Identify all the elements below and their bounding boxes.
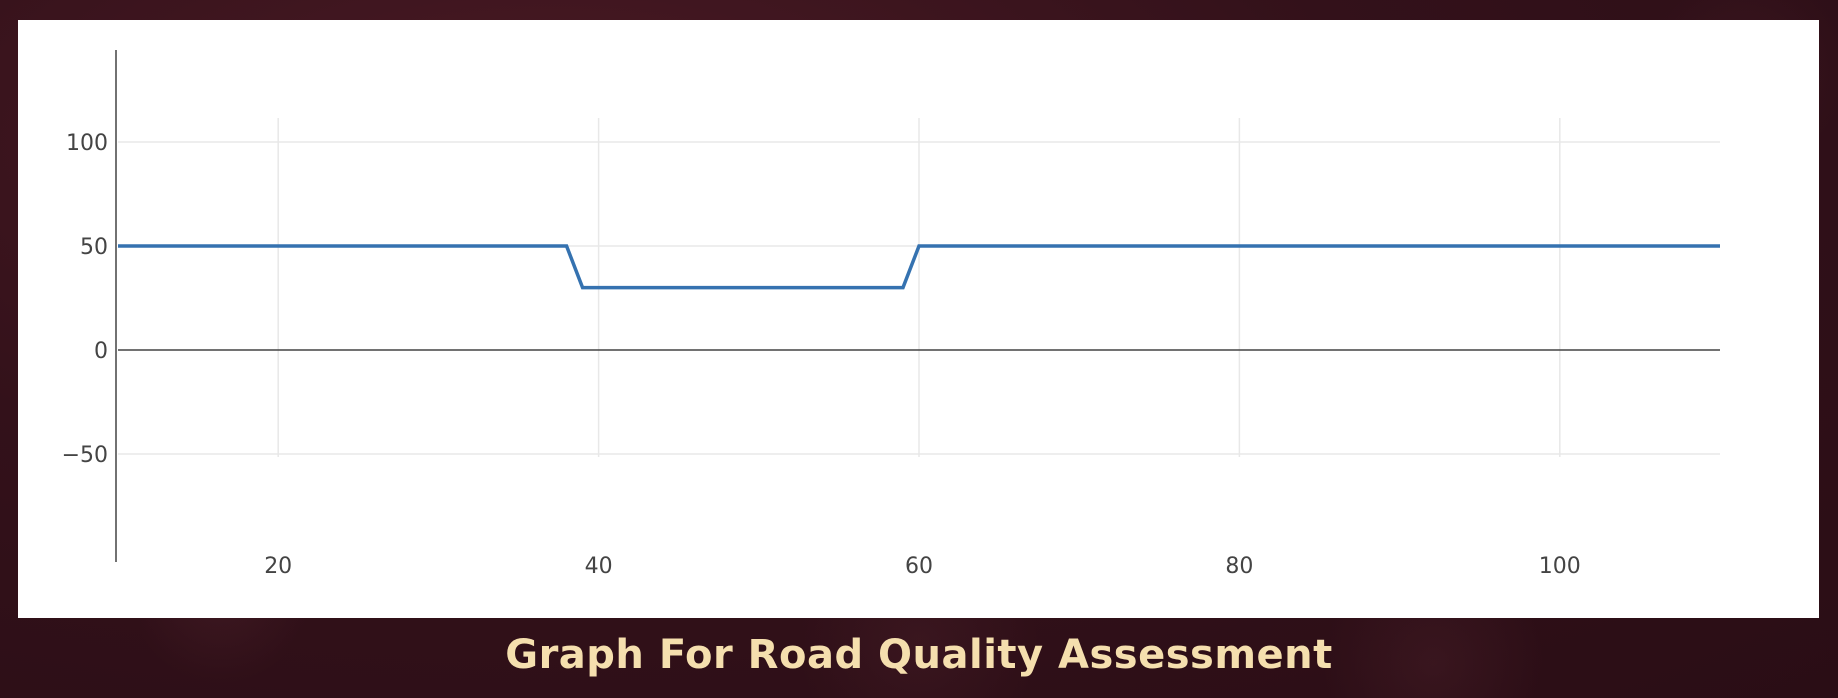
y-tick-label-100: 100 (66, 131, 108, 156)
axes (115, 50, 1720, 562)
x-tick-label-80: 80 (1225, 554, 1253, 579)
x-tick-label-40: 40 (585, 554, 613, 579)
gridlines (118, 118, 1720, 457)
series (118, 244, 1720, 290)
graph-caption: Graph For Road Quality Assessment (505, 632, 1333, 678)
y-tick-label-50: 50 (80, 235, 108, 260)
tick-labels: 20 40 60 80 100 −50 0 50 100 (62, 131, 1581, 579)
line-chart: 20 40 60 80 100 −50 0 50 100 (62, 50, 1720, 579)
series-line (118, 244, 1720, 290)
x-tick-label-100: 100 (1539, 554, 1581, 579)
chart-panel: 20 40 60 80 100 −50 0 50 100 (18, 20, 1819, 618)
y-tick-label--50: −50 (62, 443, 108, 468)
x-tick-label-20: 20 (264, 554, 292, 579)
x-tick-label-60: 60 (905, 554, 933, 579)
y-tick-label-0: 0 (94, 339, 108, 364)
